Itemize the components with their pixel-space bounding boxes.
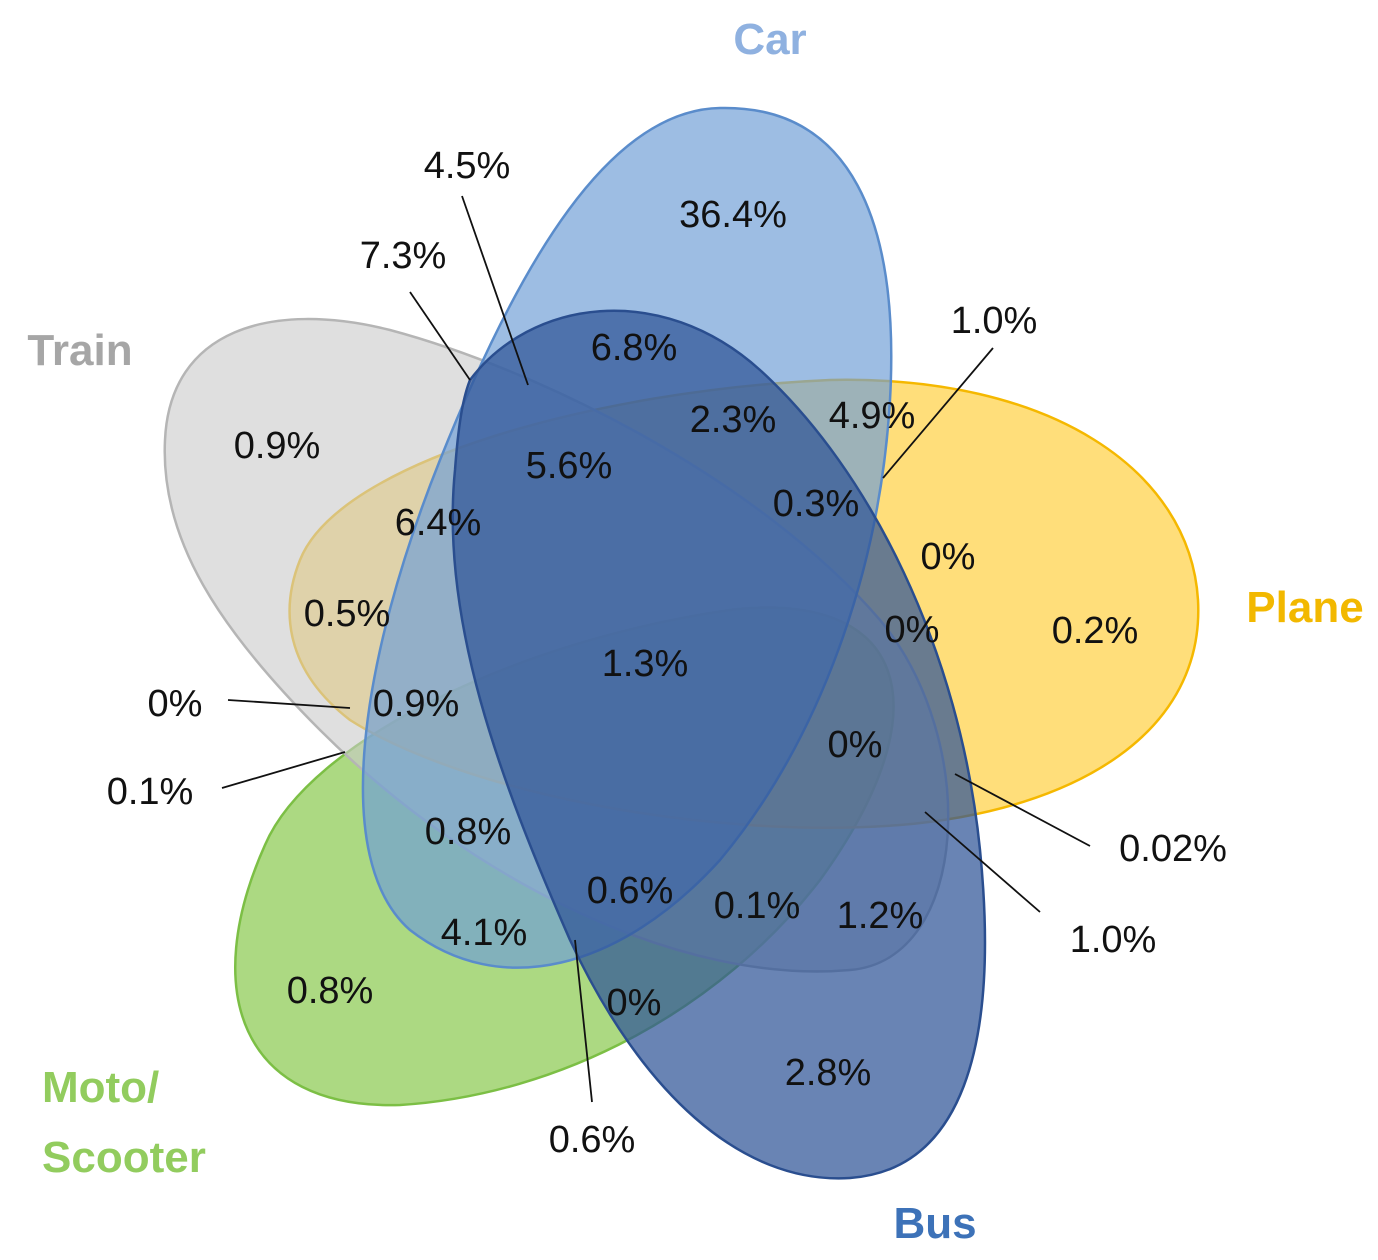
region-label-train-plane: 0.5% <box>304 593 391 635</box>
region-label-bus-moto-plane: 0% <box>828 724 883 766</box>
region-label-train-car-plane: 6.4% <box>395 502 482 544</box>
region-label-car-bus-plane: 2.3% <box>690 399 777 441</box>
region-label-car-plane-moto: 1.0% <box>951 300 1038 342</box>
region-label-train-car-plane-moto: 0.9% <box>373 683 460 725</box>
car-set-label: Car <box>733 15 806 64</box>
region-label-bus-moto-train: 0.1% <box>714 885 801 927</box>
leader-lines <box>221 195 1091 1103</box>
region-label-bus-moto: 0% <box>607 982 662 1024</box>
leader-line-0-left <box>227 699 351 709</box>
leader-line-4-5 <box>461 195 529 386</box>
region-label-train-moto: 0.1% <box>107 771 194 813</box>
region-label-bus-plane-moto: 0% <box>885 609 940 651</box>
leader-line-0-6-bottom <box>574 939 593 1103</box>
region-label-train-only: 0.9% <box>234 425 321 467</box>
region-label-bus-only: 2.8% <box>785 1052 872 1094</box>
region-label-bus-plane-2: 1.0% <box>1070 919 1157 961</box>
region-label-plane-only: 0.2% <box>1052 610 1139 652</box>
region-label-plane-moto: 0% <box>921 536 976 578</box>
region-label-train-car-bus-plane: 5.6% <box>526 445 613 487</box>
train-set-label: Train <box>27 326 132 375</box>
region-label-bus-plane: 0.02% <box>1119 828 1227 870</box>
region-label-bus-train: 1.2% <box>837 895 924 937</box>
bus-set-shape <box>451 309 987 1180</box>
leader-line-1-0-top <box>882 347 994 479</box>
bus-set-label: Bus <box>893 1199 976 1248</box>
region-label-car-only: 36.4% <box>679 194 787 236</box>
region-labels: 36.4% 4.5% 7.3% 0.9% 6.8% 2.3% 4.9% 1.0%… <box>107 145 1227 1161</box>
region-label-car-plane: 4.9% <box>829 395 916 437</box>
region-label-car-bus-plane-moto: 0.3% <box>773 483 860 525</box>
plane-set-label: Plane <box>1246 583 1363 632</box>
leader-line-0-02 <box>954 773 1091 847</box>
region-label-train-car-a: 4.5% <box>424 145 511 187</box>
moto-set-label-line-2: Scooter <box>42 1133 206 1182</box>
region-label-all-five: 1.3% <box>602 643 689 685</box>
set-shapes <box>163 106 1200 1180</box>
leader-line-7-3 <box>409 291 471 381</box>
region-label-car-bus-moto-train: 0.6% <box>587 870 674 912</box>
region-label-train-plane-moto: 0% <box>148 683 203 725</box>
moto-set-label-line-1: Moto/ <box>42 1063 159 1112</box>
leader-line-1-0-bottom <box>924 811 1041 913</box>
leader-line-0-1 <box>221 751 346 789</box>
region-label-moto-only: 0.8% <box>287 970 374 1012</box>
region-label-train-car-moto: 0.8% <box>425 811 512 853</box>
region-label-train-car-b: 7.3% <box>360 235 447 277</box>
set-labels: Car Train Plane Moto/ Scooter Bus <box>27 15 1363 1248</box>
region-label-car-bus: 6.8% <box>591 327 678 369</box>
region-label-car-bus-moto: 0.6% <box>549 1119 636 1161</box>
region-label-car-moto: 4.1% <box>441 912 528 954</box>
